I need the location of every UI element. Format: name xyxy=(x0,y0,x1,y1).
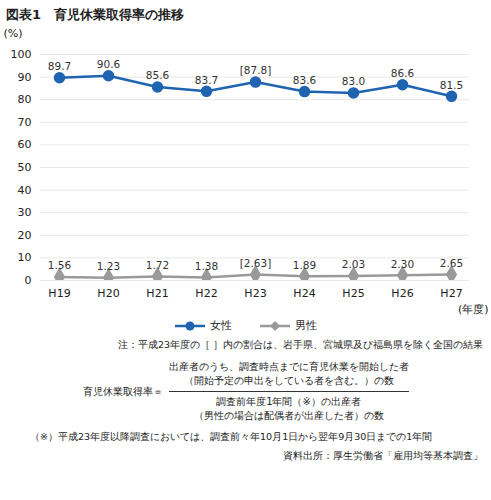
svg-text:H27: H27 xyxy=(440,287,462,300)
svg-text:83.7: 83.7 xyxy=(195,74,218,86)
svg-text:1.72: 1.72 xyxy=(146,259,169,271)
svg-text:(年度): (年度) xyxy=(458,303,489,316)
svg-text:20: 20 xyxy=(18,229,32,242)
html-text:資料出所：厚生労働省「雇用均等基本調査」: 資料出所：厚生労働省「雇用均等基本調査」 xyxy=(283,450,483,461)
svg-text:90.6: 90.6 xyxy=(97,58,121,70)
svg-text:(%): (%) xyxy=(4,27,23,40)
svg-text:1.89: 1.89 xyxy=(293,259,316,271)
svg-text:H22: H22 xyxy=(195,287,217,300)
html-text:出産者のうち、調査時点までに育児休業を開始した者: 出産者のうち、調査時点までに育児休業を開始した者 xyxy=(168,361,409,372)
svg-text:81.5: 81.5 xyxy=(440,79,463,91)
svg-text:2.65: 2.65 xyxy=(440,257,463,269)
svg-text:H21: H21 xyxy=(146,287,168,300)
html-text:男性: 男性 xyxy=(294,319,317,332)
svg-text:70: 70 xyxy=(18,116,32,129)
html-text:（開始予定の申出をしている者を含む。）の数: （開始予定の申出をしている者を含む。）の数 xyxy=(183,375,394,386)
svg-text:83.6: 83.6 xyxy=(293,74,317,86)
svg-text:H20: H20 xyxy=(97,287,119,300)
svg-text:H24: H24 xyxy=(293,287,315,300)
svg-text:90: 90 xyxy=(18,71,32,84)
svg-text:H19: H19 xyxy=(48,287,70,300)
svg-text:1.56: 1.56 xyxy=(48,259,72,271)
svg-text:30: 30 xyxy=(18,206,32,219)
svg-text:H25: H25 xyxy=(342,287,364,300)
svg-text:86.6: 86.6 xyxy=(391,67,415,79)
svg-text:H26: H26 xyxy=(391,287,413,300)
svg-text:83.0: 83.0 xyxy=(342,75,365,87)
svg-text:0: 0 xyxy=(25,274,32,287)
html-text:調査前年度1年間（※）の出産者: 調査前年度1年間（※）の出産者 xyxy=(216,396,361,407)
svg-text:[87.8]: [87.8] xyxy=(240,64,272,76)
svg-text:40: 40 xyxy=(18,184,32,197)
svg-text:1.38: 1.38 xyxy=(195,260,218,272)
svg-text:85.6: 85.6 xyxy=(146,69,170,81)
html-text:注：平成23年度の［ ］内の割合は、岩手県、宮城県及び福島県: 注：平成23年度の［ ］内の割合は、岩手県、宮城県及び福島県を除く全国の結果 xyxy=(117,339,483,350)
svg-text:100: 100 xyxy=(11,48,32,61)
svg-text:80: 80 xyxy=(18,93,32,106)
html-text:図表1 育児休業取得率の推移: 図表1 育児休業取得率の推移 xyxy=(6,7,184,22)
svg-text:50: 50 xyxy=(18,161,32,174)
svg-text:[2.63]: [2.63] xyxy=(240,257,272,269)
svg-text:1.23: 1.23 xyxy=(97,260,120,272)
svg-text:2.30: 2.30 xyxy=(391,258,414,270)
html-text:（※）平成23年度以降調査においては、調査前々年10月1日か: （※）平成23年度以降調査においては、調査前々年10月1日から翌年9月30日まで… xyxy=(30,431,433,442)
html-text:育児休業取得率＝: 育児休業取得率＝ xyxy=(82,385,163,397)
svg-text:10: 10 xyxy=(18,251,32,264)
svg-text:2.03: 2.03 xyxy=(342,258,365,270)
html-text:女性: 女性 xyxy=(209,319,232,332)
svg-text:89.7: 89.7 xyxy=(48,60,71,72)
html-text:（男性の場合は配偶者が出産した者）の数: （男性の場合は配偶者が出産した者）の数 xyxy=(193,410,384,421)
svg-text:H23: H23 xyxy=(244,287,266,300)
svg-text:60: 60 xyxy=(18,138,32,151)
